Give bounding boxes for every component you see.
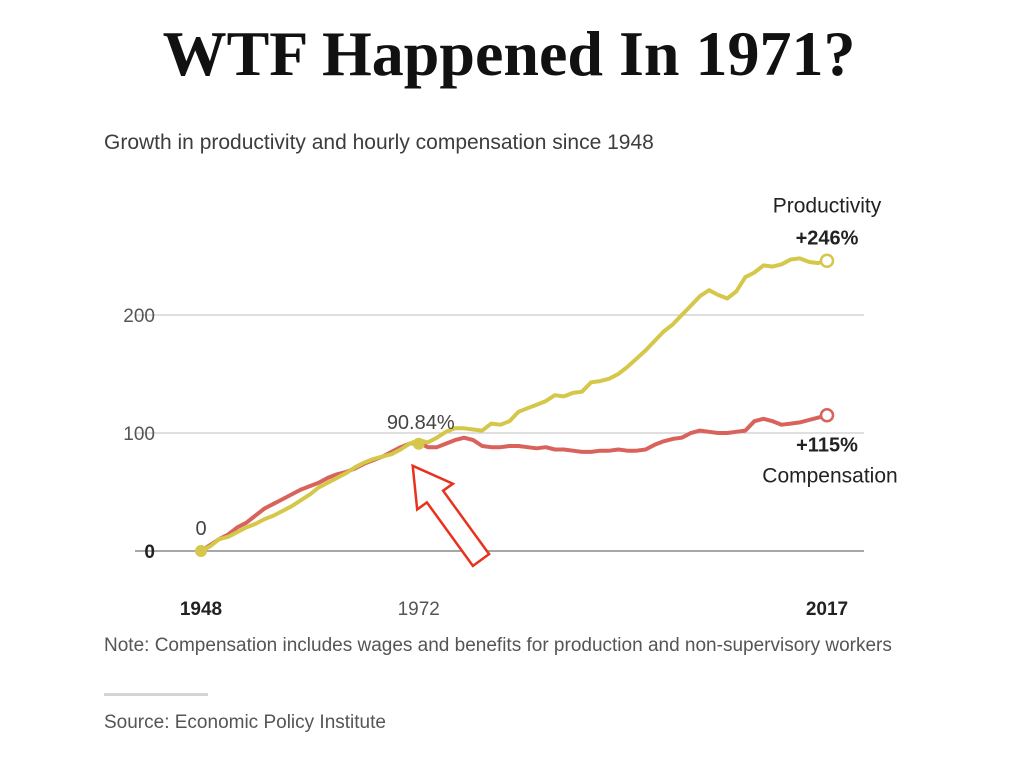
direct-labels: 0 90.84% Productivity +246% +115% Compensatio…: [195, 195, 897, 540]
label-1972-value: 90.84%: [387, 412, 455, 434]
compensation-series-label: Compensation: [762, 464, 897, 487]
y-axis-ticks: 0 100 200: [123, 306, 155, 563]
compensation-end-label: +115%: [796, 434, 858, 456]
x-axis-ticks: 1948 1972 2017: [180, 599, 848, 620]
productivity-end-marker: [819, 253, 835, 268]
productivity-series-label: Productivity: [773, 195, 882, 218]
productivity-line: [199, 256, 829, 553]
headline: WTF Happened In 1971?: [162, 18, 856, 89]
y-tick-label-200: 200: [123, 306, 155, 327]
chart-note: Note: Compensation includes wages and be…: [104, 635, 892, 656]
compensation-end-marker: [819, 408, 835, 423]
marker-1972: [412, 437, 425, 450]
source-divider: [104, 693, 208, 696]
productivity-end-label: +246%: [796, 228, 859, 250]
x-tick-label-1948: 1948: [180, 599, 222, 620]
label-start-value: 0: [195, 518, 206, 540]
y-tick-label-0: 0: [144, 542, 155, 563]
y-tick-label-100: 100: [123, 424, 155, 445]
grid-lines: [135, 314, 864, 552]
compensation-line: [199, 413, 829, 553]
annotation-arrow-group: [411, 463, 491, 568]
chart-subtitle: Growth in productivity and hourly compen…: [104, 131, 654, 154]
x-tick-label-2017: 2017: [806, 599, 848, 620]
annotation-arrow: [411, 463, 491, 568]
point-markers: [195, 253, 835, 557]
chart-source: Source: Economic Policy Institute: [104, 712, 386, 733]
start-marker-1948: [195, 545, 207, 557]
x-tick-label-1972: 1972: [398, 599, 440, 620]
series-lines: [199, 256, 829, 553]
